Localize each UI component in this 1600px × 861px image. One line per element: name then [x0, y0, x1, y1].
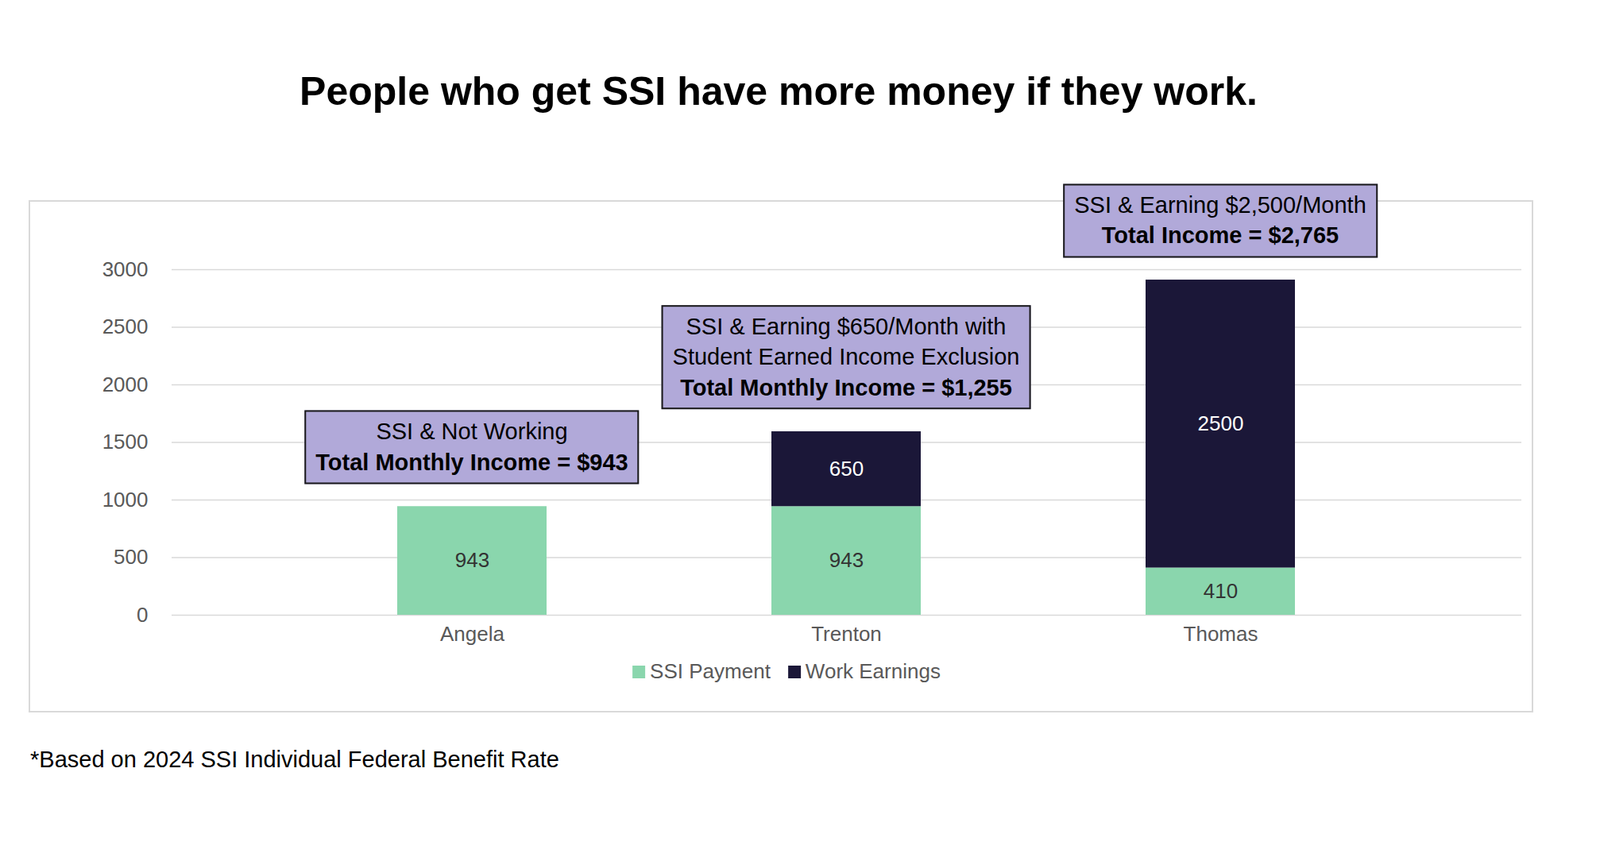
svg-text:Trenton: Trenton: [811, 622, 882, 646]
html-text:Total Monthly Income = $1,255: Total Monthly Income = $1,255: [680, 374, 1012, 401]
svg-text:2000: 2000: [102, 372, 149, 397]
html-text:Total Income = $2,765: Total Income = $2,765: [1101, 223, 1339, 249]
svg-text:943: 943: [455, 548, 490, 572]
html-text:Student Earned Income Exclusio: Student Earned Income Exclusion: [672, 344, 1020, 370]
svg-text:1500: 1500: [102, 429, 149, 454]
svg-text:410: 410: [1203, 579, 1238, 603]
svg-text:650: 650: [829, 456, 864, 481]
svg-text:2500: 2500: [102, 314, 149, 339]
html-text:SSI Payment: SSI Payment: [649, 659, 771, 684]
svg-text:943: 943: [829, 548, 864, 572]
html-text:Work Earnings: Work Earnings: [805, 659, 941, 684]
html-text:SSI & Earning $650/Month with: SSI & Earning $650/Month with: [685, 313, 1007, 340]
html-text:People who get SSI have more m: People who get SSI have more money if th…: [299, 69, 1258, 114]
svg-text:1000: 1000: [102, 487, 149, 512]
html-text:Total Monthly Income = $943: Total Monthly Income = $943: [315, 449, 629, 476]
svg-text:3000: 3000: [102, 257, 149, 282]
svg-text:Angela: Angela: [440, 622, 505, 646]
svg-text:0: 0: [136, 602, 148, 627]
svg-text:2500: 2500: [1198, 411, 1245, 436]
html-text:SSI & Not Working: SSI & Not Working: [376, 419, 568, 445]
svg-text:500: 500: [113, 544, 148, 569]
html-text:SSI & Earning $2,500/Month: SSI & Earning $2,500/Month: [1074, 192, 1367, 219]
html-text:*Based on 2024 SSI Individual: *Based on 2024 SSI Individual Federal Be…: [30, 746, 560, 773]
svg-text:Thomas: Thomas: [1183, 622, 1259, 646]
